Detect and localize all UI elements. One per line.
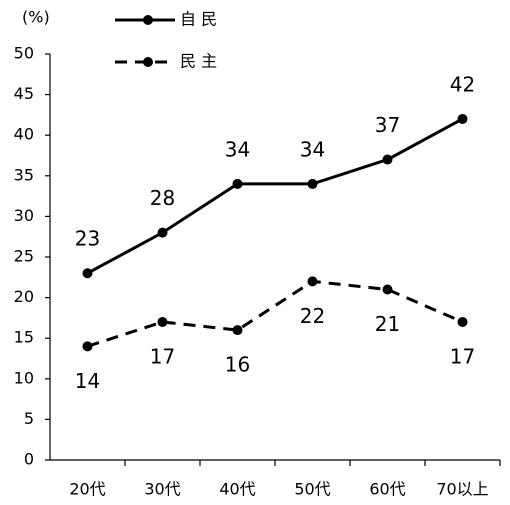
data-label: 42 bbox=[450, 72, 475, 96]
y-tick-label: 45 bbox=[14, 84, 34, 103]
data-label: 28 bbox=[150, 186, 175, 210]
y-tick-label: 30 bbox=[14, 206, 34, 225]
point bbox=[232, 178, 243, 189]
data-label: 34 bbox=[225, 137, 250, 161]
point bbox=[457, 316, 468, 327]
data-label: 21 bbox=[375, 312, 400, 336]
data-label: 16 bbox=[225, 353, 250, 377]
point bbox=[307, 276, 318, 287]
y-tick-label: 40 bbox=[14, 125, 34, 144]
data-label: 23 bbox=[75, 227, 100, 251]
data-label: 17 bbox=[450, 344, 475, 368]
data-label: 34 bbox=[300, 137, 325, 161]
data-label: 22 bbox=[300, 304, 325, 328]
y-tick-label: 0 bbox=[24, 450, 34, 469]
x-tick-label: 30代 bbox=[144, 480, 180, 499]
y-tick-label: 50 bbox=[14, 44, 34, 63]
y-tick-label: 5 bbox=[24, 409, 34, 428]
legend-label: 自 民 bbox=[180, 10, 217, 29]
x-tick-label: 50代 bbox=[294, 480, 330, 499]
y-tick-label: 15 bbox=[14, 328, 34, 347]
x-tick-label: 40代 bbox=[219, 480, 255, 499]
point bbox=[82, 341, 93, 352]
point bbox=[82, 268, 93, 279]
x-tick-label: 20代 bbox=[69, 480, 105, 499]
series-line bbox=[87, 279, 464, 348]
y-tick-label: 20 bbox=[14, 287, 34, 306]
point bbox=[157, 227, 168, 238]
legend-marker bbox=[143, 15, 153, 25]
data-label: 14 bbox=[75, 369, 100, 393]
point bbox=[232, 325, 243, 336]
data-label: 17 bbox=[150, 344, 175, 368]
x-tick-label: 60代 bbox=[369, 480, 405, 499]
legend-marker bbox=[143, 57, 153, 67]
y-tick-label: 25 bbox=[14, 247, 34, 266]
legend-label: 民 主 bbox=[180, 52, 217, 71]
x-tick-label: 70以上 bbox=[436, 480, 488, 499]
y-tick-label: 10 bbox=[14, 368, 34, 387]
series-line bbox=[86, 117, 464, 275]
point bbox=[157, 316, 168, 327]
y-tick-label: 35 bbox=[14, 165, 34, 184]
data-label: 37 bbox=[375, 113, 400, 137]
point bbox=[382, 284, 393, 295]
point bbox=[382, 154, 393, 165]
point bbox=[307, 178, 318, 189]
y-axis-label: (%) bbox=[22, 8, 50, 27]
point bbox=[457, 113, 468, 124]
